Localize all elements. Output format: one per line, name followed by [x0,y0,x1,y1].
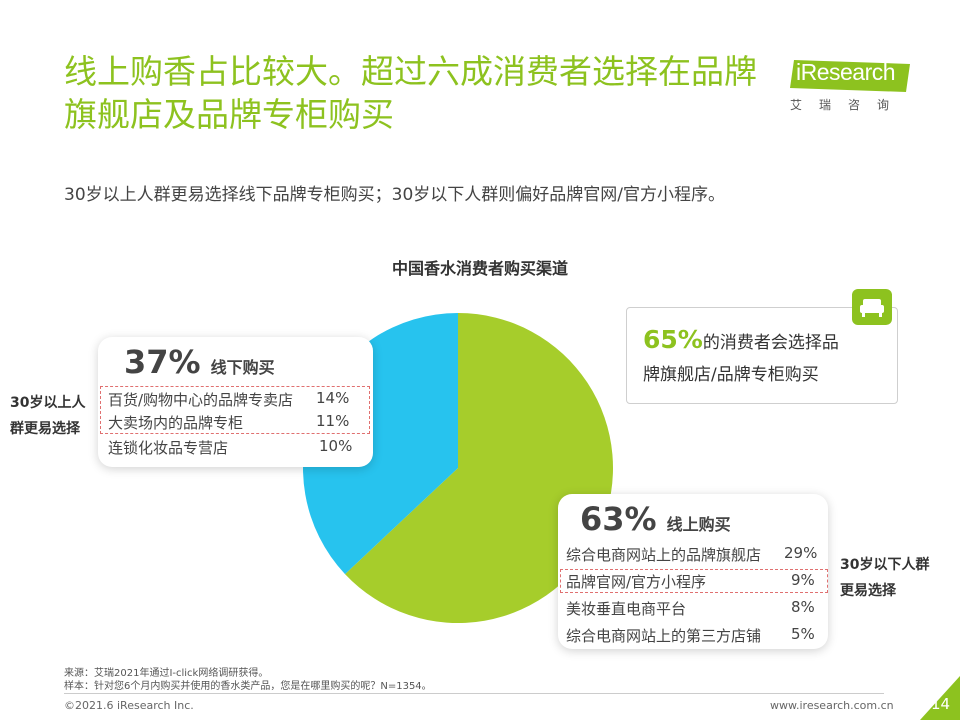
online-pct: 63% [580,500,657,538]
logo-brand: iResearch [796,59,896,85]
online-item-value: 9% [791,571,815,589]
offline-header: 37% 线下购买 [124,343,275,381]
logo-shape [790,60,910,92]
online-label: 线上购买 [666,515,731,534]
sofa-icon [852,289,892,325]
callout-line2: 牌旗舰店/品牌专柜购买 [643,365,819,385]
online-highlight-box [560,569,828,593]
offline-item-value: 10% [319,437,353,455]
online-item-name: 美妆垂直电商平台 [566,600,687,618]
online-card: 63% 线上购买 综合电商网站上的品牌旗舰店 29% 品牌官网/官方小程序 9% … [558,494,828,649]
offline-item-name: 连锁化妆品专营店 [108,439,229,457]
online-item-value: 5% [791,625,815,643]
callout-box: 65%的消费者会选择品 牌旗舰店/品牌专柜购买 [626,307,898,404]
left-note: 30岁以上人 群更易选择 [10,390,85,442]
source-note: 来源：艾瑞2021年通过I-click网络调研获得。 [64,668,269,679]
footer-divider [64,693,884,694]
callout-text: 65%的消费者会选择品 牌旗舰店/品牌专柜购买 [643,324,888,391]
online-header: 63% 线上购买 [580,500,731,538]
offline-item-name: 百货/购物中心的品牌专卖店 [108,391,294,409]
sample-note: 样本：针对您6个月内购买并使用的香水类产品，您是在哪里购买的呢？N=1354。 [64,681,432,692]
page-title: 线上购香占比较大。超过六成消费者选择在品牌旗舰店及品牌专柜购买 [64,52,757,134]
iresearch-logo: iResearch 艾瑞咨询 [790,50,915,120]
copyright: ©2021.6 iResearch Inc. [64,699,194,712]
offline-highlight-box [100,386,370,434]
offline-pct: 37% [124,343,201,381]
online-item-name: 品牌官网/官方小程序 [566,573,707,591]
page-number: 14 [931,695,951,713]
callout-line1: 的消费者会选择品 [702,333,839,353]
offline-item-name: 大卖场内的品牌专柜 [108,414,244,432]
page-number-tab [920,676,960,720]
callout-pct: 65% [643,325,703,354]
right-note: 30岁以下人群 更易选择 [840,552,929,604]
online-item-name: 综合电商网站上的第三方店铺 [566,627,762,645]
pie-slice [345,313,613,623]
right-note-line: 更易选择 [840,583,896,599]
online-item-value: 29% [784,544,818,562]
logo-subtitle: 艾瑞咨询 [790,98,907,112]
offline-card: 37% 线下购买 百货/购物中心的品牌专卖店 14% 大卖场内的品牌专柜 11% … [98,337,373,467]
offline-item-value: 11% [316,412,350,430]
offline-label: 线下购买 [210,358,275,377]
footer-url: www.iresearch.com.cn [770,699,894,712]
page-subtitle: 30岁以上人群更易选择线下品牌专柜购买；30岁以下人群则偏好品牌官网/官方小程序… [64,185,725,205]
right-note-line: 30岁以下人群 [840,557,930,573]
online-item-name: 综合电商网站上的品牌旗舰店 [566,546,762,564]
left-note-line: 30岁以上人 [10,395,86,411]
chart-title: 中国香水消费者购买渠道 [391,259,568,278]
online-item-value: 8% [791,598,815,616]
left-note-line: 群更易选择 [10,421,80,437]
offline-item-value: 14% [316,389,350,407]
